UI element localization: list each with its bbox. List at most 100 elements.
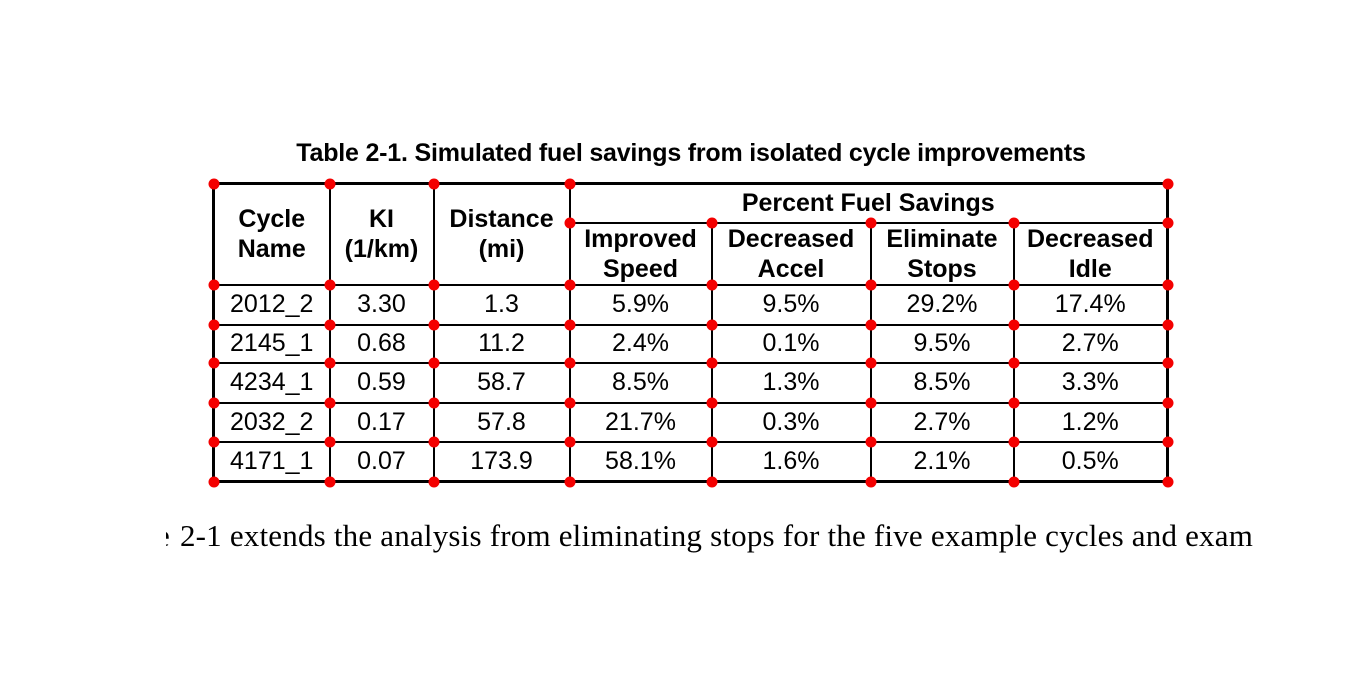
grid-anchor-dot[interactable] <box>208 319 220 331</box>
data-cell: 2.7% <box>1012 323 1169 364</box>
header-cell-ki: KI (1/km) <box>328 182 435 286</box>
grid-anchor-dot[interactable] <box>428 319 440 331</box>
grid-anchor-dot[interactable] <box>1008 217 1020 229</box>
grid-anchor-dot[interactable] <box>1162 357 1174 369</box>
header-cell-cycle-name: Cycle Name <box>212 182 331 286</box>
data-cell: 0.68 <box>328 323 435 364</box>
data-cell: 58.7 <box>432 361 571 404</box>
grid-anchor-dot[interactable] <box>564 178 576 190</box>
grid-anchor-dot[interactable] <box>865 357 877 369</box>
data-cell: 57.8 <box>432 401 571 443</box>
data-cell: 9.5% <box>710 283 872 326</box>
grid-anchor-dot[interactable] <box>428 476 440 488</box>
grid-anchor-dot[interactable] <box>865 319 877 331</box>
data-cell: 11.2 <box>432 323 571 364</box>
grid-anchor-dot[interactable] <box>428 279 440 291</box>
grid-anchor-dot[interactable] <box>865 279 877 291</box>
grid-anchor-dot[interactable] <box>208 397 220 409</box>
grid-anchor-dot[interactable] <box>706 217 718 229</box>
data-cell: 8.5% <box>869 361 1015 404</box>
data-cell: 2.1% <box>869 440 1015 483</box>
grid-anchor-dot[interactable] <box>428 436 440 448</box>
grid-anchor-dot[interactable] <box>1008 397 1020 409</box>
grid-anchor-dot[interactable] <box>324 436 336 448</box>
data-cell: 0.1% <box>710 323 872 364</box>
data-cell: 1.3% <box>710 361 872 404</box>
grid-anchor-dot[interactable] <box>1162 476 1174 488</box>
grid-anchor-dot[interactable] <box>865 436 877 448</box>
grid-anchor-dot[interactable] <box>1008 476 1020 488</box>
data-cell: 2.4% <box>568 323 713 364</box>
data-cell: 21.7% <box>568 401 713 443</box>
grid-anchor-dot[interactable] <box>428 178 440 190</box>
grid-anchor-dot[interactable] <box>564 319 576 331</box>
grid-anchor-dot[interactable] <box>706 319 718 331</box>
data-cell: 2.7% <box>869 401 1015 443</box>
grid-anchor-dot[interactable] <box>1162 279 1174 291</box>
grid-anchor-dot[interactable] <box>564 476 576 488</box>
grid-anchor-dot[interactable] <box>324 476 336 488</box>
data-cell: 58.1% <box>568 440 713 483</box>
data-cell: 1.6% <box>710 440 872 483</box>
grid-anchor-dot[interactable] <box>564 397 576 409</box>
grid-anchor-dot[interactable] <box>1008 436 1020 448</box>
grid-anchor-dot[interactable] <box>865 476 877 488</box>
grid-anchor-dot[interactable] <box>324 319 336 331</box>
grid-anchor-dot[interactable] <box>208 436 220 448</box>
grid-anchor-dot[interactable] <box>324 279 336 291</box>
grid-anchor-dot[interactable] <box>564 279 576 291</box>
grid-anchor-dot[interactable] <box>1008 357 1020 369</box>
header-cell-improved-speed: Improved Speed <box>568 221 713 286</box>
data-cell: 3.30 <box>328 283 435 326</box>
grid-anchor-dot[interactable] <box>706 436 718 448</box>
grid-anchor-dot[interactable] <box>706 279 718 291</box>
data-cell: 3.3% <box>1012 361 1169 404</box>
data-cell: 8.5% <box>568 361 713 404</box>
grid-anchor-dot[interactable] <box>865 217 877 229</box>
grid-anchor-dot[interactable] <box>1008 279 1020 291</box>
grid-anchor-dot[interactable] <box>428 357 440 369</box>
table-row: 4234_1 0.59 58.7 8.5% 1.3% 8.5% 3.3% <box>212 361 1169 404</box>
grid-anchor-dot[interactable] <box>1162 178 1174 190</box>
grid-anchor-dot[interactable] <box>208 279 220 291</box>
header-cell-group: Percent Fuel Savings <box>568 182 1169 224</box>
grid-anchor-dot[interactable] <box>208 178 220 190</box>
data-cell: 0.17 <box>328 401 435 443</box>
grid-anchor-dot[interactable] <box>1008 319 1020 331</box>
grid-anchor-dot[interactable] <box>706 397 718 409</box>
fuel-savings-table: Cycle Name KI (1/km) Distance (mi) Perce… <box>212 182 1169 483</box>
grid-anchor-dot[interactable] <box>1162 436 1174 448</box>
body-text-line: 2-1 extends the analysis from eliminatin… <box>179 518 1254 553</box>
data-cell: 4234_1 <box>212 361 331 404</box>
grid-anchor-dot[interactable] <box>564 357 576 369</box>
grid-anchor-dot[interactable] <box>428 397 440 409</box>
data-cell: 9.5% <box>869 323 1015 364</box>
body-text: e 2-1 extends the analysis from eliminat… <box>166 518 1253 554</box>
data-cell: 173.9 <box>432 440 571 483</box>
grid-anchor-dot[interactable] <box>1162 319 1174 331</box>
header-cell-eliminate-stops: Eliminate Stops <box>869 221 1015 286</box>
grid-anchor-dot[interactable] <box>1162 397 1174 409</box>
data-cell: 2145_1 <box>212 323 331 364</box>
grid-anchor-dot[interactable] <box>564 217 576 229</box>
grid-anchor-dot[interactable] <box>706 357 718 369</box>
grid-anchor-dot[interactable] <box>324 178 336 190</box>
data-cell: 2032_2 <box>212 401 331 443</box>
grid-anchor-dot[interactable] <box>324 357 336 369</box>
data-cell: 1.3 <box>432 283 571 326</box>
grid-anchor-dot[interactable] <box>706 476 718 488</box>
grid-anchor-dot[interactable] <box>865 397 877 409</box>
grid-anchor-dot[interactable] <box>208 357 220 369</box>
grid-anchor-dot[interactable] <box>324 397 336 409</box>
grid-anchor-dot[interactable] <box>564 436 576 448</box>
table-row: 2032_2 0.17 57.8 21.7% 0.3% 2.7% 1.2% <box>212 401 1169 443</box>
table-caption: Table 2-1. Simulated fuel savings from i… <box>296 139 1086 167</box>
table-row: 4171_1 0.07 173.9 58.1% 1.6% 2.1% 0.5% <box>212 440 1169 483</box>
grid-anchor-dot[interactable] <box>1162 217 1174 229</box>
data-cell: 17.4% <box>1012 283 1169 326</box>
clipped-word-fragment: e <box>166 518 172 554</box>
data-cell: 1.2% <box>1012 401 1169 443</box>
header-cell-distance: Distance (mi) <box>432 182 571 286</box>
grid-anchor-dot[interactable] <box>208 476 220 488</box>
